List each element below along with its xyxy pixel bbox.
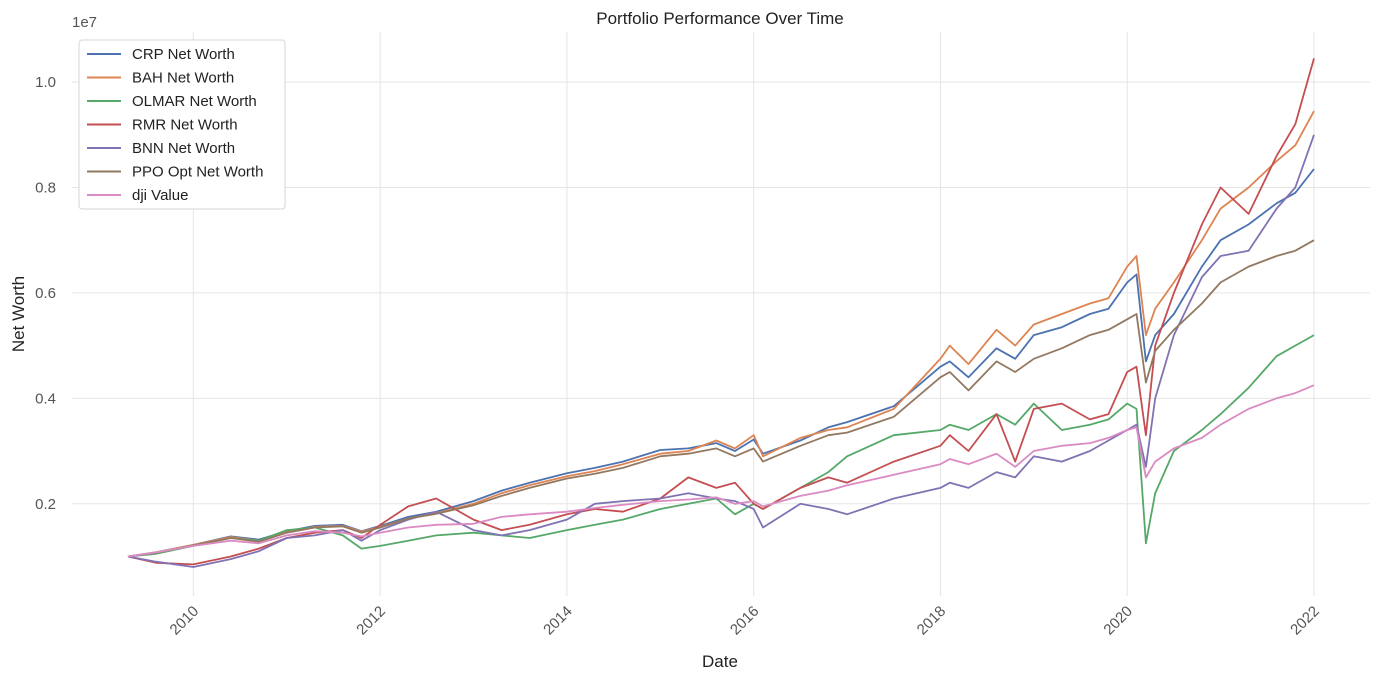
y-tick-label: 0.6 <box>35 285 56 302</box>
series-lines <box>127 58 1315 568</box>
x-tick-label: 2014 <box>540 603 576 639</box>
legend-label: PPO Opt Net Worth <box>132 164 263 181</box>
y-tick-label: 0.4 <box>35 390 56 407</box>
legend: CRP Net Worth BAH Net Worth OLMAR Net Wort… <box>78 39 286 210</box>
x-tick-label: 2012 <box>353 603 389 639</box>
legend-label: BNN Net Worth <box>132 140 235 157</box>
x-tick-label: 2010 <box>167 603 203 639</box>
series-line-dji-value <box>127 384 1315 558</box>
grid <box>72 32 1370 596</box>
series-line-bnn-net-worth <box>127 134 1315 568</box>
y-tick-label: 1.0 <box>35 74 56 91</box>
y-offset-label: 1e7 <box>72 14 97 31</box>
x-tick-label: 2018 <box>914 603 950 639</box>
x-tick-label: 2020 <box>1100 603 1136 639</box>
x-tick-label: 2016 <box>727 603 763 639</box>
legend-label: RMR Net Worth <box>132 117 238 134</box>
legend-label: OLMAR Net Worth <box>132 93 257 110</box>
legend-label: BAH Net Worth <box>132 70 234 87</box>
series-line-rmr-net-worth <box>127 58 1315 566</box>
y-tick-label: 0.2 <box>35 496 56 513</box>
series-line-ppo-opt-net-worth <box>127 239 1315 558</box>
chart-title: Portfolio Performance Over Time <box>596 9 844 28</box>
legend-label: dji Value <box>132 187 188 204</box>
legend-box <box>78 39 286 210</box>
x-tick-label: 2022 <box>1287 603 1323 639</box>
x-axis-title: Date <box>702 652 738 671</box>
legend-label: CRP Net Worth <box>132 46 235 63</box>
series-line-bah-net-worth <box>127 110 1315 558</box>
y-axis-title: Net Worth <box>9 276 28 352</box>
y-tick-label: 0.8 <box>35 179 56 196</box>
